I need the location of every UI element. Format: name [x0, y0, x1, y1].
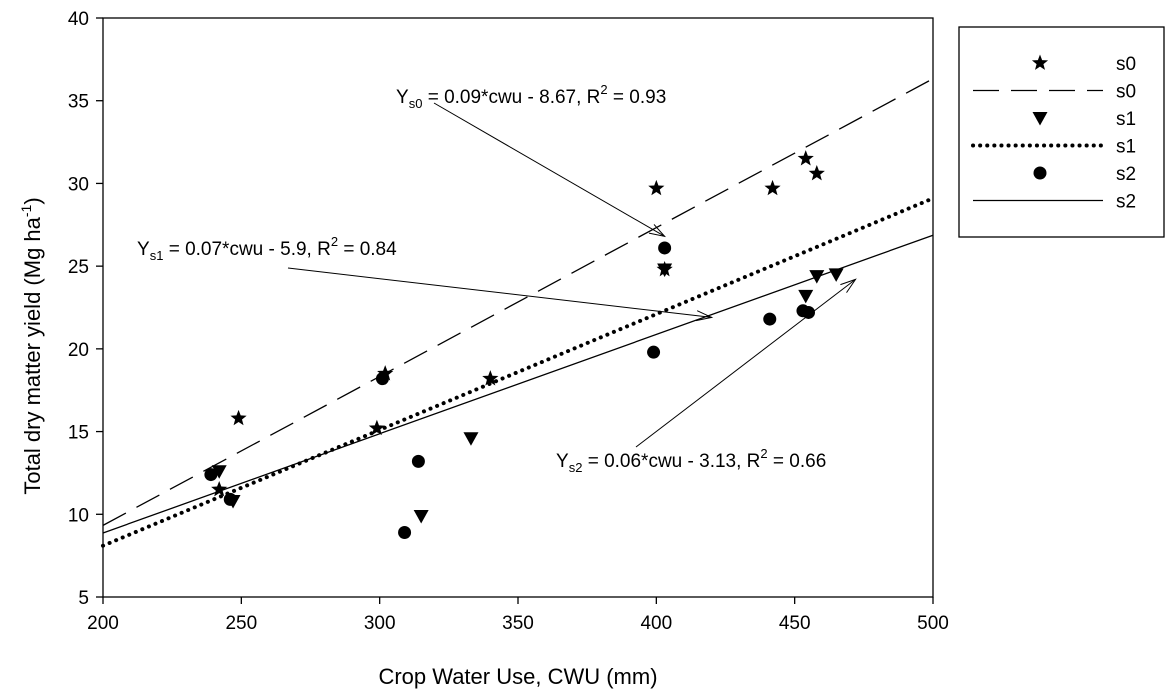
legend-symbol-s0 [1031, 54, 1049, 70]
x-tick-label: 200 [87, 613, 119, 634]
data-point-s2 [398, 525, 412, 539]
data-point-s0 [211, 480, 228, 497]
leader-arrow-s2 [635, 278, 856, 448]
equation-label-s1: Ys1 = 0.07*cwu - 5.9, R2 = 0.84 [137, 234, 397, 263]
data-point-s1 [809, 270, 825, 284]
data-point-s0 [808, 165, 825, 181]
y-tick-label: 30 [68, 174, 89, 195]
y-axis-label-sup: -1 [18, 204, 34, 217]
data-point-s2 [204, 468, 218, 482]
axes: 200 250 300 350 400 450 500 5 10 15 20 25 30 35 40 [68, 9, 949, 634]
legend-label-s0: s0 [1116, 82, 1136, 103]
legend-symbol-s1 [1032, 112, 1048, 126]
y-axis-label: Total dry matter yield (Mg ha-1) [18, 197, 45, 494]
data-point-s2 [658, 241, 672, 255]
fit-line-s1 [101, 196, 935, 548]
data-point-s0 [648, 179, 665, 196]
data-point-s0 [230, 409, 247, 426]
y-tick-label: 40 [68, 9, 89, 30]
data-point-s1 [798, 289, 814, 304]
data-point-s0 [368, 419, 385, 436]
legend: s0 s0 s1 s1 s2 s2 [958, 26, 1165, 238]
x-axis-label: Crop Water Use, CWU (mm) [378, 664, 657, 689]
data-point-s0 [482, 370, 499, 386]
x-tick-label: 350 [502, 613, 534, 634]
leader-arrow-s2-head [840, 278, 857, 293]
y-tick-label: 20 [68, 340, 89, 361]
legend-label-s1: s1 [1116, 137, 1136, 158]
data-point-s2 [375, 372, 389, 386]
data-point-s2 [802, 305, 815, 319]
leader-arrow-s1 [287, 267, 712, 318]
legend-label-s1: s1 [1116, 109, 1136, 130]
y-axis-label-main: Total dry matter yield (Mg ha [20, 216, 45, 494]
data-point-s2 [223, 492, 237, 506]
y-axis-label-close: ) [20, 197, 45, 204]
fit-line-s0 [102, 78, 934, 526]
data-point-s2 [411, 454, 425, 468]
x-tick-label: 400 [640, 613, 672, 634]
legend-label-s0: s0 [1116, 54, 1136, 75]
y-tick-label: 25 [68, 257, 89, 278]
data-point-s1 [413, 509, 429, 524]
legend-label-s2: s2 [1116, 164, 1136, 185]
data-point-s1 [828, 268, 844, 282]
data-point-s0 [797, 150, 814, 166]
y-tick-label: 5 [78, 588, 89, 609]
annotations: Ys0 = 0.09*cwu - 8.67, R2 = 0.93 Ys1 = 0.… [137, 82, 857, 475]
legend-box [958, 26, 1165, 238]
y-tick-label: 35 [68, 92, 89, 113]
leader-arrow-s0 [433, 102, 665, 237]
leader-arrow-s0-head [648, 224, 667, 238]
data-point-s1 [657, 263, 673, 277]
legend-symbol-s2 [1033, 166, 1047, 180]
equation-label-s0: Ys0 = 0.09*cwu - 8.67, R2 = 0.93 [396, 82, 666, 111]
fit-line-s2 [102, 234, 934, 534]
data-point-s0 [764, 179, 781, 196]
legend-label-s2: s2 [1116, 192, 1136, 213]
data-point-s2 [763, 312, 777, 326]
equation-label-s2: Ys2 = 0.06*cwu - 3.13, R2 = 0.66 [556, 446, 826, 475]
x-tick-label: 500 [917, 613, 949, 634]
x-tick-label: 250 [225, 613, 257, 634]
data-point-s2 [647, 345, 661, 359]
data-point-s1 [463, 432, 479, 446]
x-tick-label: 450 [779, 613, 811, 634]
y-tick-label: 15 [68, 423, 89, 444]
data-points [204, 150, 844, 539]
fit-lines [101, 78, 935, 548]
data-point-s1 [211, 465, 227, 479]
x-tick-label: 300 [364, 613, 396, 634]
leader-arrow-s1-head [695, 310, 714, 322]
y-tick-label: 10 [68, 505, 89, 526]
